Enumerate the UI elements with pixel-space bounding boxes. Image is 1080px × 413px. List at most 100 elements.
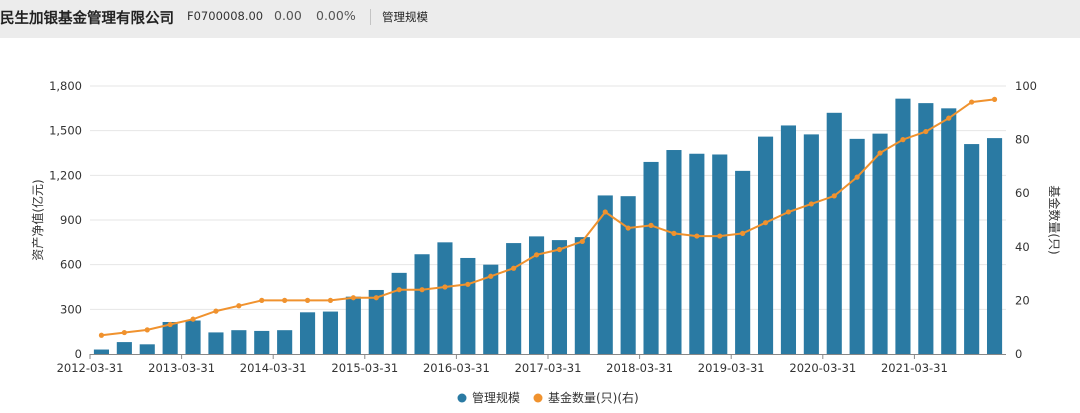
line-point <box>533 252 540 258</box>
bar <box>964 144 980 354</box>
line-point <box>442 284 448 290</box>
y2-tick-label: 20 <box>1015 293 1030 307</box>
bar <box>93 349 110 354</box>
bar <box>139 344 155 354</box>
line-point <box>488 273 494 279</box>
line-point <box>671 230 677 236</box>
legend-marker-bars <box>457 393 467 403</box>
line-point <box>991 96 998 102</box>
y-tick-label: 300 <box>60 302 82 316</box>
line-point <box>213 308 219 314</box>
line-point <box>511 265 517 271</box>
y-axis-title: 资产净值(亿元) <box>30 179 45 260</box>
line-point <box>259 297 265 303</box>
line-point <box>98 332 105 338</box>
x-tick-label: 2013-03-31 <box>148 361 215 375</box>
bar <box>299 312 316 354</box>
line-point <box>144 327 150 333</box>
bar <box>551 240 568 354</box>
bar <box>757 136 774 354</box>
line-point <box>167 321 173 328</box>
line-point <box>304 297 311 303</box>
line-point <box>694 233 700 239</box>
bar <box>208 332 224 354</box>
line-point <box>900 137 906 143</box>
bar <box>666 150 682 354</box>
line-point <box>327 297 334 303</box>
x-tick-label: 2018-03-31 <box>606 361 673 375</box>
fund-change: 0.00% <box>316 8 356 23</box>
bar <box>254 330 270 354</box>
axis-labels: 0 300 600 900 1,200 1,500 1,800 0 20 40 60 80 100 201… <box>30 79 1062 375</box>
line-point <box>831 193 837 199</box>
bar <box>895 98 911 355</box>
line-point <box>396 287 402 293</box>
bar <box>162 321 178 354</box>
x-tick-label: 2015-03-31 <box>331 361 398 375</box>
y2-tick-label: 0 <box>1015 347 1022 361</box>
bar <box>941 108 957 354</box>
bar <box>986 138 1003 354</box>
bar <box>460 257 476 354</box>
line-point <box>717 233 723 239</box>
line-series <box>98 96 998 338</box>
bar <box>689 153 705 354</box>
y-tick-label: 900 <box>60 213 82 227</box>
legend[interactable]: 管理规模 基金数量(只)(右) <box>457 390 639 405</box>
bar <box>849 138 865 354</box>
y2-tick-label: 60 <box>1015 186 1030 200</box>
y-tick-label: 1,800 <box>49 79 82 93</box>
line-point <box>556 246 563 253</box>
bar <box>712 154 728 354</box>
header-divider <box>370 9 371 25</box>
line-point <box>762 220 769 226</box>
line-point <box>785 209 792 215</box>
bar <box>345 296 361 354</box>
bar <box>391 272 407 354</box>
bar <box>643 161 659 354</box>
bar <box>780 125 797 354</box>
line-point <box>648 222 654 228</box>
tab-management-scale[interactable]: 管理规模 <box>382 10 428 24</box>
line-point <box>373 295 379 301</box>
bar <box>185 320 201 354</box>
bar <box>277 330 293 354</box>
bar <box>414 254 430 354</box>
axes <box>89 354 1006 359</box>
legend-marker-line <box>533 393 543 403</box>
line-point <box>465 281 471 287</box>
bar <box>918 103 934 354</box>
bar <box>620 196 636 354</box>
line-point <box>969 99 975 105</box>
x-tick-label: 2012-03-31 <box>57 361 124 375</box>
y-tick-label: 1,200 <box>49 168 82 182</box>
bar <box>803 134 819 354</box>
line-point <box>121 329 127 336</box>
line-point <box>854 174 860 180</box>
bar <box>506 243 522 354</box>
line-point <box>877 150 883 156</box>
bar <box>597 195 613 354</box>
bar <box>574 237 590 354</box>
x-tick-label: 2019-03-31 <box>698 361 765 375</box>
legend-label-line: 基金数量(只)(右) <box>548 390 639 405</box>
bar <box>231 330 247 354</box>
fund-code: F0700008.00 <box>187 9 264 23</box>
line-point <box>740 230 746 236</box>
line-point <box>923 128 929 135</box>
grid-lines <box>90 85 1006 310</box>
y2-tick-label: 100 <box>1015 79 1037 93</box>
x-tick-label: 2020-03-31 <box>789 361 856 375</box>
bar <box>116 342 132 354</box>
y2-tick-label: 40 <box>1015 240 1030 254</box>
line-point <box>808 201 814 207</box>
line-point <box>602 209 608 215</box>
fund-price: 0.00 <box>274 8 302 23</box>
header-bar: 民生加银基金管理有限公司 F0700008.00 0.00 0.00% 管理规模 <box>0 0 1080 38</box>
bar <box>528 236 545 354</box>
y-tick-label: 0 <box>75 347 82 361</box>
bar <box>826 112 842 354</box>
line-path <box>101 98 995 337</box>
bar <box>483 264 499 354</box>
y2-axis-title: 基金数量(只) <box>1047 185 1062 254</box>
